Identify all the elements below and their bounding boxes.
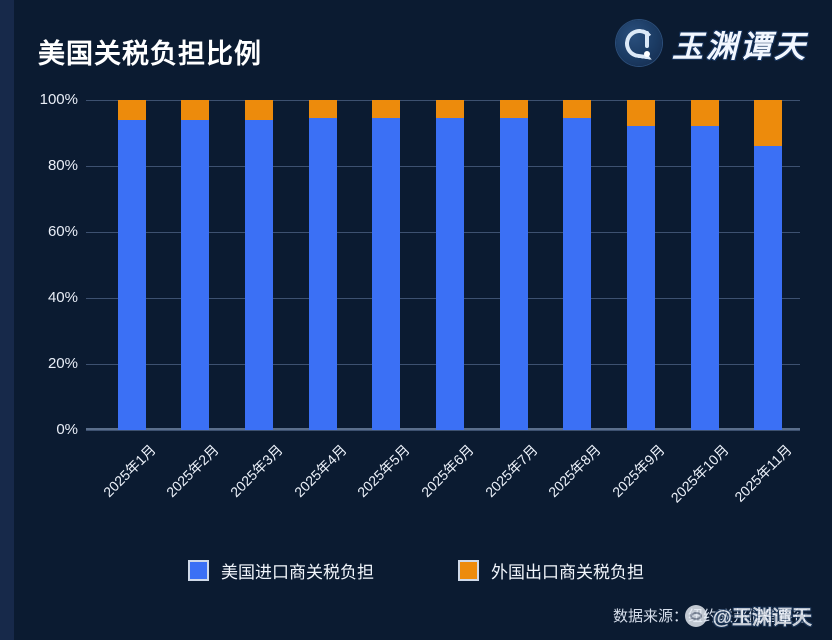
legend-label: 美国进口商关税负担 xyxy=(221,563,374,582)
bar-segment-us-importer xyxy=(754,146,783,430)
bar-segment-us-importer xyxy=(499,118,528,430)
y-axis-tick-label: 60% xyxy=(47,223,78,240)
bar-column[interactable] xyxy=(563,100,592,430)
bar-column[interactable] xyxy=(308,100,337,430)
bar-segment-foreign-exporter xyxy=(181,100,210,120)
data-source-note: 数据来源：纽约联邦储备银行 xyxy=(612,608,808,625)
bar-segment-foreign-exporter xyxy=(372,100,401,119)
bar-segment-foreign-exporter xyxy=(626,100,655,127)
bar-segment-us-importer xyxy=(117,119,146,430)
watermark-handle: @玉渊谭天 xyxy=(712,607,812,629)
y-axis-tick-label: 40% xyxy=(47,289,78,306)
bar-segment-foreign-exporter xyxy=(436,100,464,119)
legend-item[interactable]: 美国进口商关税负担 xyxy=(188,558,374,583)
bar-column[interactable] xyxy=(372,100,401,430)
bar-column[interactable] xyxy=(245,100,274,430)
legend-label: 外国出口商关税负担 xyxy=(491,563,644,582)
page-title: 美国关税负担比例 xyxy=(38,39,262,69)
bar-column[interactable] xyxy=(499,100,528,430)
y-axis-tick-label: 80% xyxy=(47,157,78,174)
bar-segment-us-importer xyxy=(563,118,592,430)
bar-segment-foreign-exporter xyxy=(308,100,337,119)
bar-segment-foreign-exporter xyxy=(690,100,719,127)
bar-segment-foreign-exporter xyxy=(754,100,783,147)
bar-column[interactable] xyxy=(117,100,146,430)
bar-segment-foreign-exporter xyxy=(499,100,528,119)
chart-plot-area: 0% 20% 40% 60% 80% 100% 2025年1月 2025年2月 2025年3月… xyxy=(40,91,800,506)
circular-question-mark-icon xyxy=(616,20,662,66)
chart-legend: 美国进口商关税负担 外国出口商关税负担 xyxy=(0,558,832,583)
brand-name: 玉渊谭天 xyxy=(672,28,808,65)
y-axis-tick-label: 0% xyxy=(56,421,78,438)
legend-item[interactable]: 外国出口商关税负担 xyxy=(458,558,644,583)
bar-segment-us-importer xyxy=(626,126,655,430)
bar-segment-us-importer xyxy=(245,119,274,430)
bar-segment-us-importer xyxy=(690,126,719,430)
y-axis-tick-label: 100% xyxy=(39,91,78,108)
bar-segment-foreign-exporter xyxy=(245,100,274,120)
weibo-watermark: @玉渊谭天 xyxy=(685,601,812,630)
brand-logo: 玉渊谭天 xyxy=(616,20,808,66)
weibo-icon xyxy=(685,604,708,627)
bar-segment-foreign-exporter xyxy=(117,100,146,120)
bar-segment-us-importer xyxy=(181,119,210,430)
y-axis-tick-label: 20% xyxy=(47,355,78,372)
legend-swatch xyxy=(458,560,479,581)
bar-segment-us-importer xyxy=(372,118,401,430)
bar-column[interactable] xyxy=(754,100,783,430)
bar-segment-us-importer xyxy=(436,118,464,430)
bar-column[interactable] xyxy=(626,100,655,430)
bar-column[interactable] xyxy=(181,100,210,430)
left-edge-strip xyxy=(0,0,14,640)
bar-column[interactable] xyxy=(690,100,719,430)
bar-segment-foreign-exporter xyxy=(563,100,592,119)
bar-column[interactable] xyxy=(436,100,464,430)
legend-swatch xyxy=(188,560,209,581)
bar-segment-us-importer xyxy=(308,118,337,430)
gridline xyxy=(86,430,800,431)
